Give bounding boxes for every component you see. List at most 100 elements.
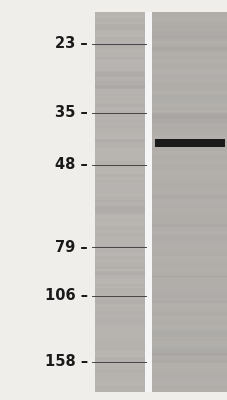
Bar bbox=[151, 186, 227, 189]
Bar bbox=[94, 250, 145, 253]
Text: 79 –: 79 – bbox=[55, 240, 87, 255]
Bar bbox=[151, 182, 227, 185]
Bar bbox=[151, 50, 227, 53]
Bar bbox=[94, 262, 145, 265]
Bar bbox=[94, 382, 145, 386]
Bar bbox=[94, 111, 145, 117]
Bar bbox=[151, 123, 227, 128]
Bar bbox=[94, 212, 145, 215]
Bar bbox=[151, 104, 227, 107]
Bar bbox=[151, 179, 227, 181]
Bar bbox=[94, 116, 145, 119]
Bar bbox=[94, 86, 145, 89]
Bar bbox=[151, 190, 227, 192]
Bar bbox=[94, 386, 145, 389]
Bar bbox=[94, 275, 145, 278]
Bar bbox=[151, 360, 227, 362]
Bar bbox=[94, 78, 145, 82]
Bar bbox=[151, 177, 227, 180]
Bar bbox=[151, 227, 227, 230]
Bar bbox=[151, 35, 227, 39]
Bar bbox=[94, 386, 145, 389]
Bar bbox=[94, 344, 145, 348]
Bar bbox=[94, 148, 145, 151]
Bar bbox=[94, 84, 145, 89]
Bar bbox=[94, 230, 145, 234]
Bar bbox=[94, 253, 145, 256]
Bar bbox=[94, 183, 145, 186]
Bar bbox=[94, 271, 145, 275]
Bar bbox=[94, 57, 145, 59]
Bar bbox=[151, 326, 227, 329]
Bar bbox=[151, 69, 227, 72]
Bar bbox=[94, 291, 145, 294]
Bar bbox=[151, 183, 227, 186]
Bar bbox=[151, 300, 227, 303]
Bar bbox=[151, 272, 227, 273]
Bar bbox=[94, 338, 145, 341]
Bar bbox=[151, 63, 227, 66]
Bar bbox=[94, 326, 145, 329]
Bar bbox=[94, 167, 145, 170]
Bar bbox=[94, 107, 145, 110]
Bar bbox=[151, 98, 227, 101]
Bar bbox=[151, 319, 227, 322]
Bar bbox=[94, 205, 145, 208]
Bar bbox=[151, 268, 227, 272]
Text: 23 –: 23 – bbox=[55, 36, 87, 51]
Bar bbox=[151, 113, 227, 119]
Bar bbox=[151, 75, 227, 78]
Bar bbox=[94, 25, 145, 28]
Bar bbox=[151, 53, 227, 56]
Bar bbox=[151, 351, 227, 354]
Bar bbox=[151, 329, 227, 332]
Bar bbox=[94, 357, 145, 360]
Bar bbox=[151, 126, 227, 129]
Bar bbox=[94, 246, 145, 250]
Bar bbox=[151, 382, 227, 386]
Bar bbox=[151, 232, 227, 236]
Bar bbox=[151, 164, 227, 167]
Bar bbox=[151, 275, 227, 278]
Bar bbox=[151, 373, 227, 376]
Bar bbox=[151, 322, 227, 326]
Bar bbox=[94, 170, 145, 174]
Bar bbox=[94, 20, 145, 25]
Bar bbox=[151, 208, 227, 212]
Bar bbox=[151, 12, 227, 392]
Bar bbox=[94, 202, 145, 205]
Bar bbox=[94, 15, 145, 18]
Bar bbox=[151, 376, 227, 379]
Bar bbox=[94, 233, 145, 234]
Bar bbox=[151, 180, 227, 183]
Bar bbox=[151, 230, 227, 234]
Bar bbox=[151, 278, 227, 281]
Bar bbox=[151, 107, 227, 110]
Bar bbox=[151, 112, 227, 117]
Bar bbox=[94, 66, 145, 69]
Bar bbox=[94, 341, 145, 344]
Bar bbox=[94, 37, 145, 40]
Bar bbox=[151, 330, 227, 334]
Bar bbox=[94, 80, 145, 83]
Bar bbox=[94, 231, 145, 234]
Bar bbox=[94, 12, 145, 15]
Bar bbox=[94, 303, 145, 306]
Bar bbox=[94, 389, 145, 392]
Bar bbox=[94, 72, 145, 77]
Bar bbox=[94, 50, 145, 53]
Bar bbox=[151, 30, 227, 35]
Bar bbox=[94, 56, 145, 60]
Text: 35 –: 35 – bbox=[55, 105, 87, 120]
Bar bbox=[151, 360, 227, 364]
Bar bbox=[151, 332, 227, 335]
Bar bbox=[151, 240, 227, 243]
Bar bbox=[151, 272, 227, 275]
Bar bbox=[94, 319, 145, 324]
Bar bbox=[151, 22, 227, 25]
Bar bbox=[94, 161, 145, 164]
Bar bbox=[151, 301, 227, 302]
Bar bbox=[151, 47, 227, 50]
Bar bbox=[151, 129, 227, 132]
Bar bbox=[94, 82, 145, 88]
